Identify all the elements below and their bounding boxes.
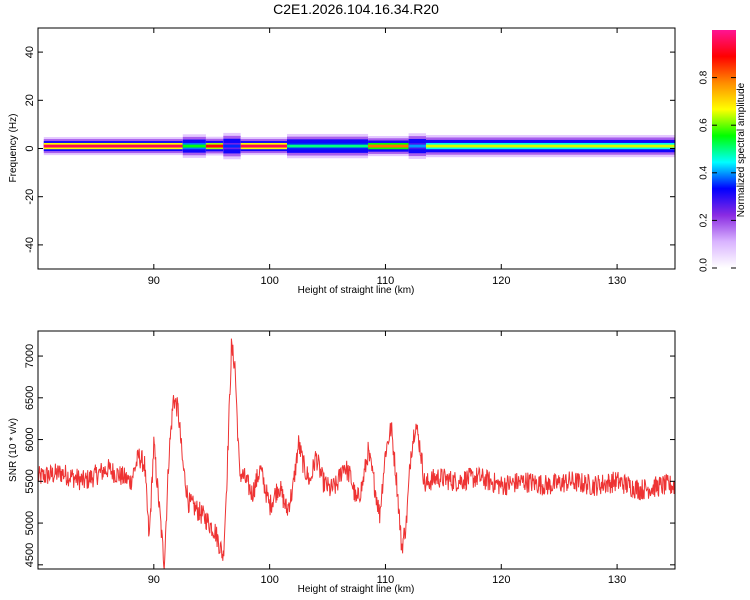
- colorbar: 0.0 0.2 0.4 0.6 0.8 Normalized spectral ampl…: [699, 30, 747, 272]
- spectrogram-x-tick-label: 120: [492, 275, 510, 287]
- snr-y-tick-label: 4500: [24, 543, 36, 567]
- colorbar-tick-label: 0.8: [699, 70, 710, 84]
- spectrogram-x-label: Height of straight line (km): [298, 285, 415, 296]
- spectrogram-x-tick-label: 130: [608, 275, 626, 287]
- band-segment-0: [43, 137, 183, 156]
- snr-y-tick-label: 7000: [24, 344, 36, 368]
- snr-x-tick-label: 110: [377, 574, 395, 586]
- snr-y-tick-label: 5000: [24, 511, 36, 535]
- colorbar-gradient: [712, 30, 736, 268]
- band-segment-8: [425, 134, 675, 158]
- band-segment-7: [408, 133, 426, 159]
- snr-plot-area: [38, 331, 675, 569]
- band-segment-2: [205, 136, 224, 156]
- snr-y-ticks: 7000 6500 6000 5500 5000 4500: [24, 344, 675, 567]
- spectrogram-y-tick-label: -20: [24, 189, 36, 205]
- spectrogram-panel: 90 100 110 120 130 40 20 0 -20 -40 Height of str…: [8, 27, 676, 296]
- colorbar-tick-label: 0.0: [699, 258, 710, 272]
- spectrogram-x-tick-label: 100: [260, 275, 278, 287]
- colorbar-label: Normalized spectral amplitude: [736, 82, 747, 217]
- colorbar-ticks: 0.0 0.2 0.4 0.6 0.8: [699, 70, 736, 272]
- snr-series-line: [37, 338, 676, 570]
- spectral-band: [43, 132, 675, 160]
- snr-x-tick-label: 90: [148, 574, 160, 586]
- snr-x-tick-label: 130: [608, 574, 626, 586]
- spectrogram-y-ticks: 40 20 0 -20 -40: [24, 46, 675, 253]
- spectrogram-y-tick-label: 0: [24, 145, 36, 151]
- snr-y-label: SNR (10 * v/v): [8, 418, 19, 482]
- band-segment-3: [223, 132, 241, 160]
- spectrogram-y-tick-label: 20: [24, 94, 36, 106]
- snr-x-tick-label: 100: [260, 574, 278, 586]
- spectrogram-x-ticks: 90 100 110 120 130: [148, 28, 626, 287]
- spectrogram-y-tick-label: -40: [24, 237, 36, 253]
- snr-y-tick-label: 6500: [24, 386, 36, 410]
- band-segment-1: [182, 134, 206, 158]
- spectrogram-y-tick-label: 40: [24, 46, 36, 58]
- snr-x-tick-label: 120: [492, 574, 510, 586]
- colorbar-tick-label: 0.4: [699, 165, 710, 179]
- band-segment-4: [240, 137, 288, 156]
- snr-panel: 90 100 110 120 130 700065006000550050004500 …: [8, 330, 676, 595]
- colorbar-tick-label: 0.2: [699, 213, 710, 227]
- band-segment-5: [287, 133, 369, 159]
- snr-frame: [37, 330, 676, 570]
- spectrogram-x-tick-label: 90: [148, 275, 160, 287]
- spectrogram-x-tick-label: 110: [377, 275, 395, 287]
- chart-title: C2E1.2026.104.16.34.R20: [273, 1, 439, 17]
- snr-x-ticks: 90 100 110 120 130: [148, 331, 626, 586]
- spectrogram-y-label: Frequency (Hz): [8, 114, 19, 183]
- colorbar-tick-label: 0.6: [699, 118, 710, 132]
- snr-y-tick-label: 6000: [24, 427, 36, 451]
- snr-x-label: Height of straight line (km): [298, 584, 415, 595]
- band-segment-6: [368, 136, 409, 157]
- snr-y-tick-label: 5500: [24, 469, 36, 493]
